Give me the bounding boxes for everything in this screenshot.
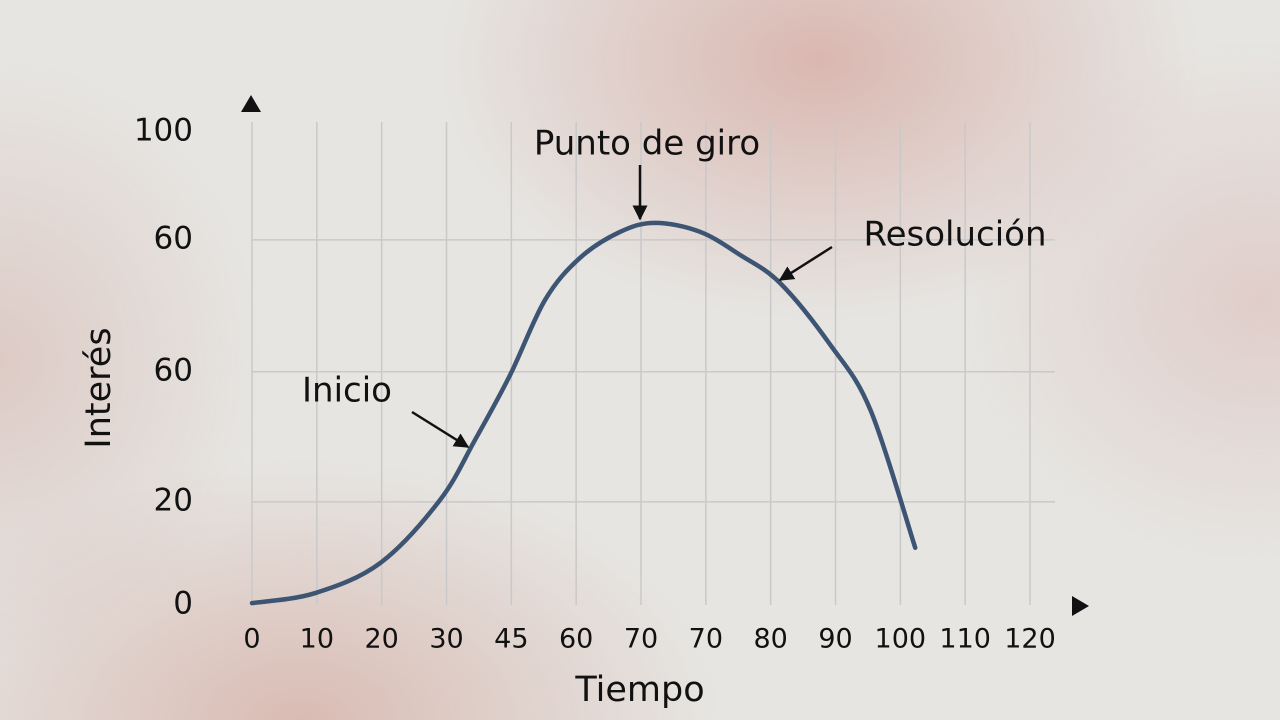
- x-tick-label: 100: [875, 624, 927, 655]
- x-tick-label: 45: [494, 624, 528, 655]
- x-tick-label: 70: [689, 624, 723, 655]
- y-tick-label: 60: [154, 220, 193, 256]
- annotation-arrow: [778, 245, 833, 282]
- grid: [251, 122, 1055, 605]
- annotation: Punto de giro: [534, 124, 760, 164]
- x-tick-label: 80: [753, 624, 787, 655]
- annotation: Resolución: [863, 215, 1046, 255]
- x-tick-label: 30: [429, 624, 463, 655]
- y-tick-label: 0: [173, 586, 193, 622]
- annotation: Inicio: [302, 371, 392, 411]
- y-axis-title: Interés: [79, 327, 119, 448]
- x-tick-label: 10: [300, 624, 334, 655]
- line: [249, 220, 918, 606]
- y-axis-arrow: [241, 95, 261, 112]
- x-tick-label: 60: [559, 624, 593, 655]
- x-tick-label: 70: [624, 624, 658, 655]
- x-tick-label: 0: [243, 624, 260, 655]
- x-tick-label: 90: [818, 624, 852, 655]
- y-tick-label: 60: [154, 352, 193, 388]
- x-tick-label: 20: [364, 624, 398, 655]
- y-tick-label: 20: [154, 482, 193, 518]
- x-axis-arrow: [1072, 596, 1089, 616]
- x-tick-label: 120: [1004, 624, 1056, 655]
- y-tick-label: 100: [134, 113, 193, 149]
- x-tick-label: 110: [939, 624, 991, 655]
- annotation-arrow: [411, 410, 470, 449]
- x-axis-title: Tiempo: [574, 670, 704, 710]
